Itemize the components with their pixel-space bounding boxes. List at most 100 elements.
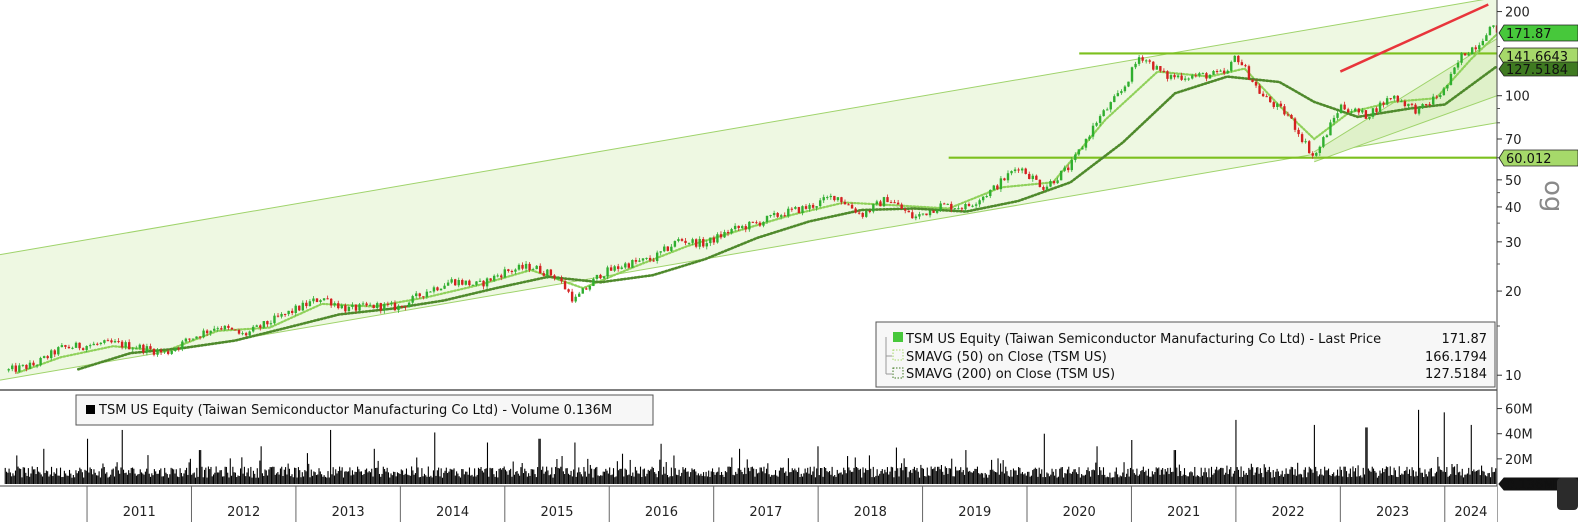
x-tick-label: 2015 [540,505,573,520]
candle-body [684,240,687,243]
candle-body [801,206,804,214]
candle-body [1495,25,1497,33]
candle-body [641,258,645,261]
candle-body [1162,70,1166,72]
badge-shape [1498,61,1578,77]
candle-body [829,195,833,198]
candle-body [425,291,429,297]
candle-body [960,208,964,210]
sma50-line [16,32,1497,374]
candle-body [269,323,273,325]
volume-y-tick-label: 40M [1505,428,1533,443]
candle-body [815,206,818,208]
candle-body [896,202,900,205]
candle-body [1364,110,1368,119]
candle-body [733,225,737,230]
candle-body [32,362,35,366]
x-tick-label: 2022 [1272,505,1305,520]
candle-body [124,342,127,348]
candle-body [1318,146,1322,153]
candle-body [138,344,142,349]
candle-body [542,273,545,276]
candle-body [1261,93,1265,97]
candle-body [1028,173,1031,179]
candle-body [1346,109,1350,113]
candle-body [1279,103,1283,107]
legend-label: SMAVG (50) on Close (TSM US) [906,350,1107,365]
candle-body [337,303,340,309]
candle-body [510,270,514,272]
legend-swatch-sma200 [892,367,904,379]
volume-bars [4,409,1497,484]
candle-body [613,266,616,271]
candle-body [361,303,365,305]
candle-body [1378,102,1382,112]
candle-body [1453,67,1456,74]
candle-body [1258,85,1261,94]
candle-body [407,302,411,308]
y-tick-label: 10 [1505,369,1522,384]
candle-body [106,340,110,342]
candle-body [393,302,397,311]
candle-body [588,286,592,290]
candle-body [1290,114,1293,119]
candle-body [1375,108,1378,112]
candle-body [758,222,762,226]
candle-body [230,327,234,330]
legend-value: 171.87 [1442,332,1488,347]
candle-body [1414,104,1417,114]
candle-body [464,280,468,285]
y-tick-label: 50 [1505,174,1522,189]
candle-body [457,280,460,286]
x-tick-label: 2011 [123,505,156,520]
candle-body [546,269,549,276]
candle-body [489,278,492,281]
candle-body [950,203,953,210]
candle-body [567,289,570,292]
candle-body [220,328,223,330]
candle-body [400,305,404,307]
candle-body [1311,153,1314,156]
candle-body [1470,47,1474,55]
legend-value: 127.5184 [1425,367,1487,382]
candle-body [383,303,386,311]
candle-body [110,340,113,343]
candle-body [127,342,131,350]
candle-body [163,351,166,353]
candle-body [1492,25,1495,27]
candle-body [627,263,631,268]
candle-body [344,305,347,312]
candle-body [503,269,507,278]
candle-body [865,211,868,217]
candle-body [719,234,723,238]
candle-body [840,197,843,203]
badge-label: 171.87 [1506,27,1552,42]
candle-body [308,301,312,307]
candle-body [1049,181,1052,187]
candle-body [592,278,595,287]
channel-upper-line [0,0,1485,256]
candle-body [751,221,755,223]
candle-body [1393,95,1396,99]
x-tick-label: 2023 [1376,505,1409,520]
candle-body [1205,73,1208,79]
candle-body [1194,75,1197,77]
y-tick-label: 20 [1505,285,1522,300]
candle-body [209,330,212,334]
candle-body [946,203,949,205]
candle-body [351,304,354,307]
candle-body [39,357,42,366]
candle-body [1286,114,1290,116]
candle-body [312,298,315,302]
candle-body [461,280,464,285]
candle-body [822,197,825,201]
candle-body [652,260,655,262]
candle-body [53,350,56,355]
candle-body [932,210,935,213]
candle-body [340,305,343,309]
candle-body [843,202,847,205]
candle-body [280,313,283,317]
candle-body [1478,45,1481,50]
candle-body [1155,66,1159,70]
candle-body [248,331,251,336]
